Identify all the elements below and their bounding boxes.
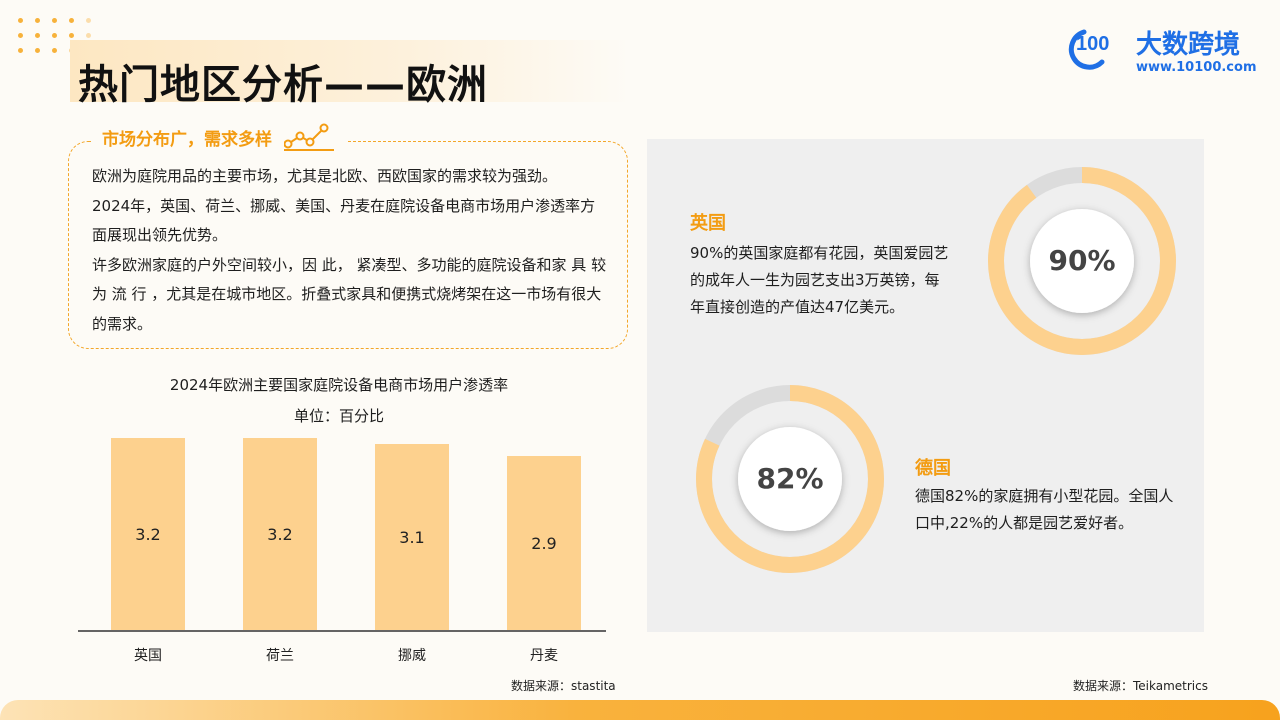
bar-value-label: 3.2	[135, 525, 160, 544]
donut-de: 82%	[695, 384, 885, 574]
trend-line-icon	[284, 123, 334, 151]
donut-de-ring	[696, 385, 884, 573]
x-tick-label: 英国	[134, 647, 162, 664]
bar-英国	[111, 438, 185, 630]
bar-value-label: 3.2	[267, 525, 292, 544]
donut-uk-value: 90%	[1048, 244, 1116, 277]
market-box	[68, 141, 628, 349]
donut-center	[1030, 209, 1134, 313]
page-title: 热门地区分析——欧洲	[78, 62, 488, 108]
source-right: 数据来源：Teikametrics	[1073, 679, 1208, 693]
bar-value-label: 3.1	[399, 528, 424, 547]
bar-value-label: 2.9	[531, 534, 556, 553]
source-left: 数据来源：stastita	[511, 679, 616, 693]
donut-center	[738, 427, 842, 531]
country-desc-de: 德国82%的家庭拥有小型花园。全国人口中,22%的人都是园艺爱好者。	[915, 487, 1174, 532]
bar-挪威	[375, 444, 449, 630]
bottom-bar	[0, 700, 1280, 720]
x-tick-label: 丹麦	[530, 648, 558, 664]
donut-uk-ring	[988, 167, 1176, 355]
country-desc-uk: 90%的英国家庭都有花园，英国爱园艺的成年人一生为园艺支出3万英镑，每年直接创造…	[690, 244, 949, 316]
country-title-uk: 英国	[690, 213, 726, 234]
bar-丹麦	[507, 456, 581, 630]
x-tick-label: 荷兰	[266, 648, 294, 664]
donut-de-value: 82%	[756, 462, 824, 495]
chart-title: 2024年欧洲主要国家庭院设备电商市场用户渗透率	[169, 376, 509, 394]
market-header: 市场分布广，需求多样	[92, 122, 346, 152]
market-paragraph: 2024年，英国、荷兰、挪威、美国、丹麦在庭院设备电商市场用户渗透率方面展现出领…	[92, 196, 596, 245]
market-paragraph: 许多欧洲家庭的户外空间较小，因 此， 紧凑型、多功能的庭院设备和家 具 较 为 …	[92, 255, 607, 333]
logo-icon: 100	[1068, 29, 1109, 70]
market-paragraph: 欧洲为庭院用品的主要市场，尤其是北欧、西欧国家的需求较为强劲。	[92, 167, 558, 185]
country-title-de: 德国	[915, 458, 951, 479]
logo: 100 大数跨境 www.10100.com	[1062, 22, 1262, 82]
logo-name: 大数跨境	[1136, 30, 1241, 60]
donut-uk: 90%	[987, 166, 1177, 356]
x-tick-label: 挪威	[398, 648, 426, 664]
chart-unit: 单位：百分比	[293, 407, 384, 425]
market-text: 欧洲为庭院用品的主要市场，尤其是北欧、西欧国家的需求较为强劲。 2024年，英国…	[92, 162, 608, 339]
bar-荷兰	[243, 438, 317, 630]
market-title: 市场分布广，需求多样	[102, 129, 272, 150]
donut-value-arc	[988, 167, 1176, 355]
logo-url: www.10100.com	[1136, 60, 1257, 75]
title-band	[70, 40, 630, 102]
bar-chart: 3.2 英国 3.2 荷兰 3.1 挪威 2.9 丹麦	[78, 438, 606, 664]
logo-mark-text: 100	[1076, 33, 1109, 55]
donut-value-arc	[696, 385, 884, 573]
